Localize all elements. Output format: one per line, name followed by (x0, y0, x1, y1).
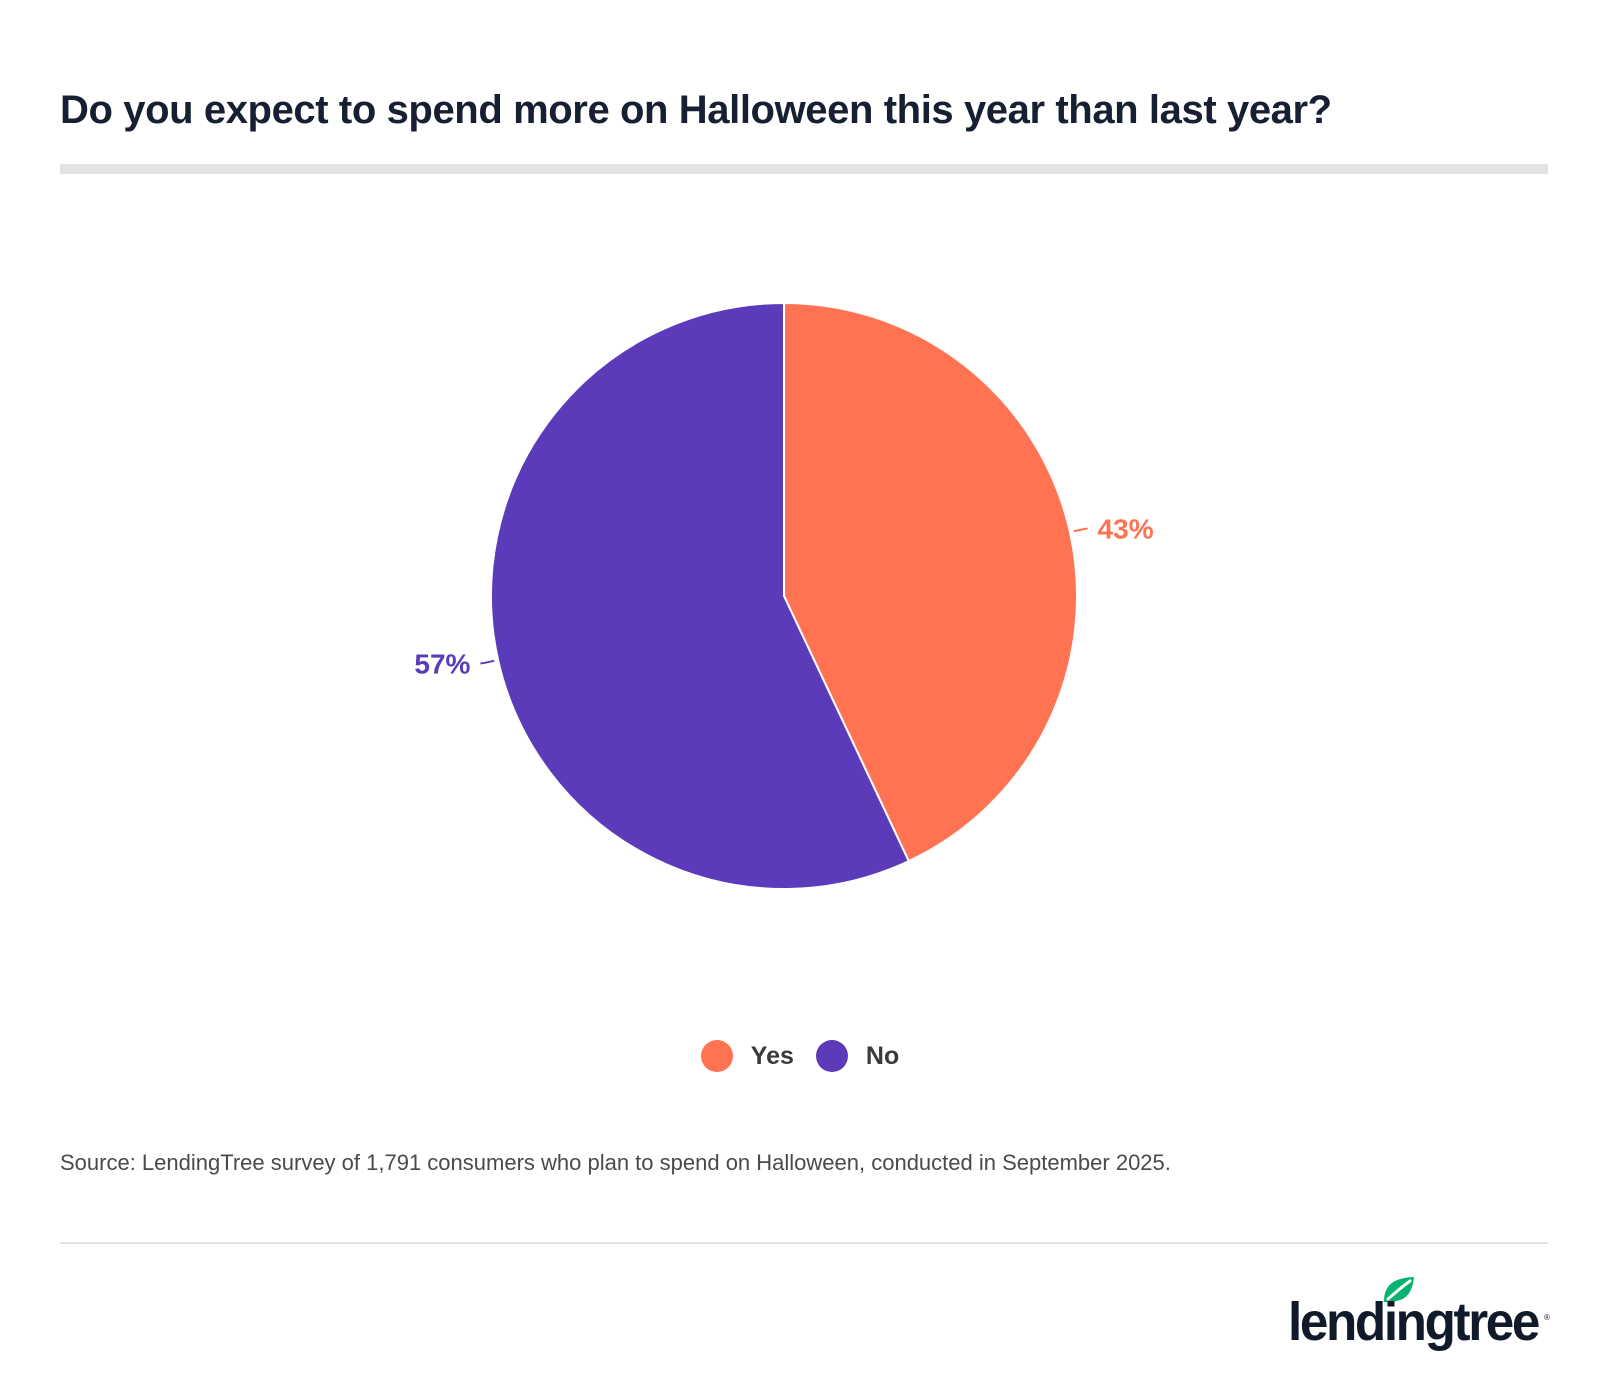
legend-label-no: No (865, 1041, 900, 1070)
legend-swatch-yes (700, 1040, 733, 1072)
source-note: Source: LendingTree survey of 1,791 cons… (60, 1150, 1171, 1175)
legend-swatch-no (815, 1040, 848, 1072)
pie-data-label-no: 57% (414, 648, 470, 679)
legend-label-yes: Yes (750, 1041, 794, 1070)
leaf-vein (1386, 1279, 1412, 1301)
chart-title: Do you expect to spend more on Halloween… (60, 88, 1332, 132)
pie-labels: 43% 57% (414, 514, 1153, 680)
title-divider (60, 164, 1548, 174)
logo-wordmark: lendingtree (1288, 1292, 1539, 1352)
pie-data-label-yes: 43% (1098, 514, 1154, 545)
pie-slices (490, 302, 1078, 890)
lendingtree-logo: lendingtree ® (1288, 1277, 1550, 1352)
pie-label-connector-no (480, 659, 495, 665)
registered-mark: ® (1544, 1313, 1550, 1322)
pie-slice-no (490, 302, 910, 890)
legend-item-yes: Yes (700, 1040, 794, 1072)
pie-slice-yes (783, 302, 1078, 863)
pie-label-connector-yes (1073, 527, 1088, 533)
legend-item-no: No (815, 1040, 900, 1072)
footer-divider (60, 1242, 1548, 1244)
legend: Yes No (0, 1036, 1600, 1076)
